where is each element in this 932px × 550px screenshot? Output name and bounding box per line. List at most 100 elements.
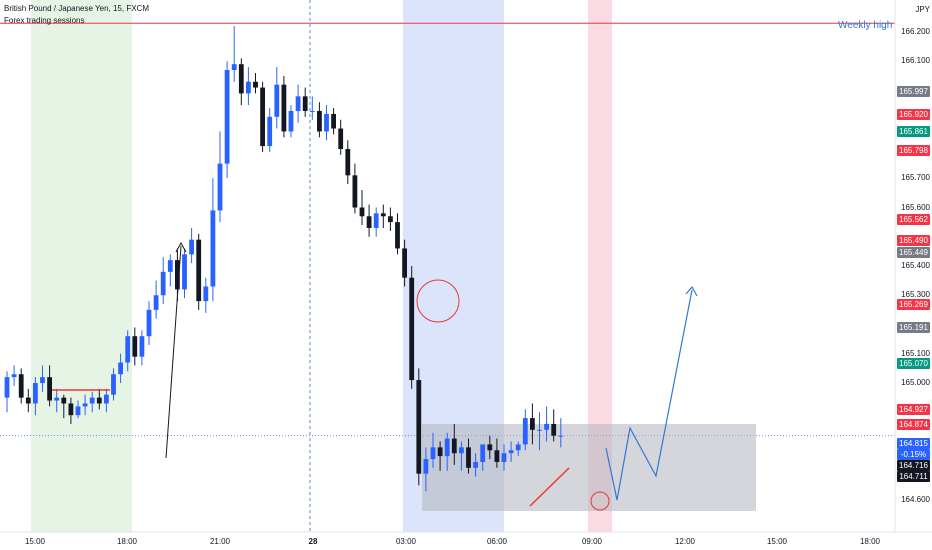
candle-series: [4, 26, 564, 492]
candle-body: [146, 309, 152, 337]
candle-body: [366, 216, 372, 228]
candle-body: [544, 423, 549, 430]
candle-body: [515, 444, 521, 451]
arrow-head-icon: [685, 285, 698, 297]
price-tick-label: 164.600: [901, 495, 930, 504]
projection-path: [605, 289, 693, 501]
price-tick-label: 165.100: [901, 348, 930, 358]
candle-body: [89, 397, 95, 404]
candle-body: [203, 286, 209, 302]
candle-body: [451, 438, 457, 454]
candle-body: [125, 336, 131, 363]
arrow-head-icon: [175, 241, 187, 253]
candle-body: [331, 113, 336, 129]
price-tick-label: 166.200: [901, 27, 930, 36]
candle-body: [61, 397, 67, 404]
price-tag: 165.490: [897, 234, 930, 246]
candle-body: [473, 461, 478, 468]
candle-body: [373, 213, 379, 228]
candle-body: [444, 438, 450, 457]
candle-body: [4, 377, 10, 398]
price-tick-label: 165.000: [901, 378, 930, 387]
time-tick-label: 06:00: [486, 537, 508, 546]
price-tag: 165.562: [897, 213, 930, 225]
trendline: [529, 467, 570, 507]
candle-body: [501, 453, 507, 462]
candle-body: [324, 113, 329, 132]
candle-body: [409, 277, 415, 381]
sweep-circle: [590, 491, 610, 511]
chart-annotations: [52, 241, 698, 511]
candle-body: [224, 70, 230, 164]
price-tag: 165.070: [897, 357, 930, 369]
candle-body: [68, 403, 74, 416]
candle-body: [54, 397, 60, 401]
price-tick-label: 165.400: [901, 261, 930, 270]
candle-body: [267, 116, 273, 147]
impulse-arrow: [165, 245, 182, 459]
price-tick-label: 166.100: [901, 56, 930, 66]
candle-body: [111, 374, 116, 395]
price-tag: 165.861: [897, 126, 930, 138]
time-tick-label: 03:00: [395, 537, 417, 546]
price-tag: 164.711: [897, 471, 930, 482]
price-tag: 164.874: [897, 419, 930, 430]
time-tick-label: 09:00: [581, 537, 603, 546]
candle-body: [139, 336, 145, 357]
candle-body: [288, 110, 294, 132]
candle-body: [551, 423, 557, 436]
candle-body: [423, 459, 429, 474]
candle-body: [480, 444, 486, 462]
candle-body: [33, 383, 38, 404]
candle-body: [231, 64, 237, 71]
time-tick-label: 28: [308, 537, 318, 546]
price-tag: 165.269: [897, 299, 930, 311]
candle-body: [182, 254, 187, 290]
indicator-title: Forex trading sessions: [4, 16, 85, 25]
time-tick-label: 18:00: [859, 537, 881, 546]
candle-body: [437, 447, 443, 457]
price-tick-label: 165.300: [901, 290, 930, 300]
time-tick-label: 12:00: [674, 537, 696, 546]
highlight-circle: [416, 279, 460, 323]
candle-body: [359, 207, 365, 217]
candle-body: [309, 110, 315, 112]
candle-body: [487, 444, 493, 451]
price-tag: 165.449: [897, 246, 930, 258]
candle-body: [345, 149, 351, 176]
candle-body: [104, 394, 109, 404]
candle-body: [40, 377, 45, 383]
candle-body: [402, 248, 407, 278]
candle-body: [196, 239, 202, 302]
candle-body: [338, 128, 344, 149]
candle-body: [459, 447, 464, 454]
candle-body: [118, 362, 123, 375]
candle-body: [25, 397, 31, 404]
consolidation-zone: [422, 424, 756, 511]
candle-body: [416, 380, 422, 474]
candle-body: [189, 239, 194, 255]
candle-body: [380, 213, 386, 217]
candle-body: [246, 81, 251, 94]
candle-body: [175, 260, 180, 290]
candle-body: [253, 81, 258, 88]
candle-body: [558, 435, 564, 437]
price-tag: 165.191: [897, 322, 930, 334]
price-tag: 164.927: [897, 404, 930, 415]
price-tag: 165.997: [897, 86, 930, 98]
price-tag: 165.798: [897, 144, 930, 156]
weekly-high-label: Weekly high: [838, 20, 893, 31]
candle-body: [132, 336, 138, 357]
candle-body: [508, 450, 514, 454]
price-tag: 164.716: [897, 460, 930, 471]
candle-body: [160, 271, 166, 296]
candle-body: [82, 403, 88, 407]
candle-body: [281, 84, 287, 132]
candle-body: [494, 450, 500, 462]
range-box: [422, 424, 756, 511]
session-green: [31, 0, 132, 532]
candle-body: [530, 418, 535, 430]
currency-label: JPY: [915, 5, 930, 14]
session-highlights: [31, 0, 612, 532]
